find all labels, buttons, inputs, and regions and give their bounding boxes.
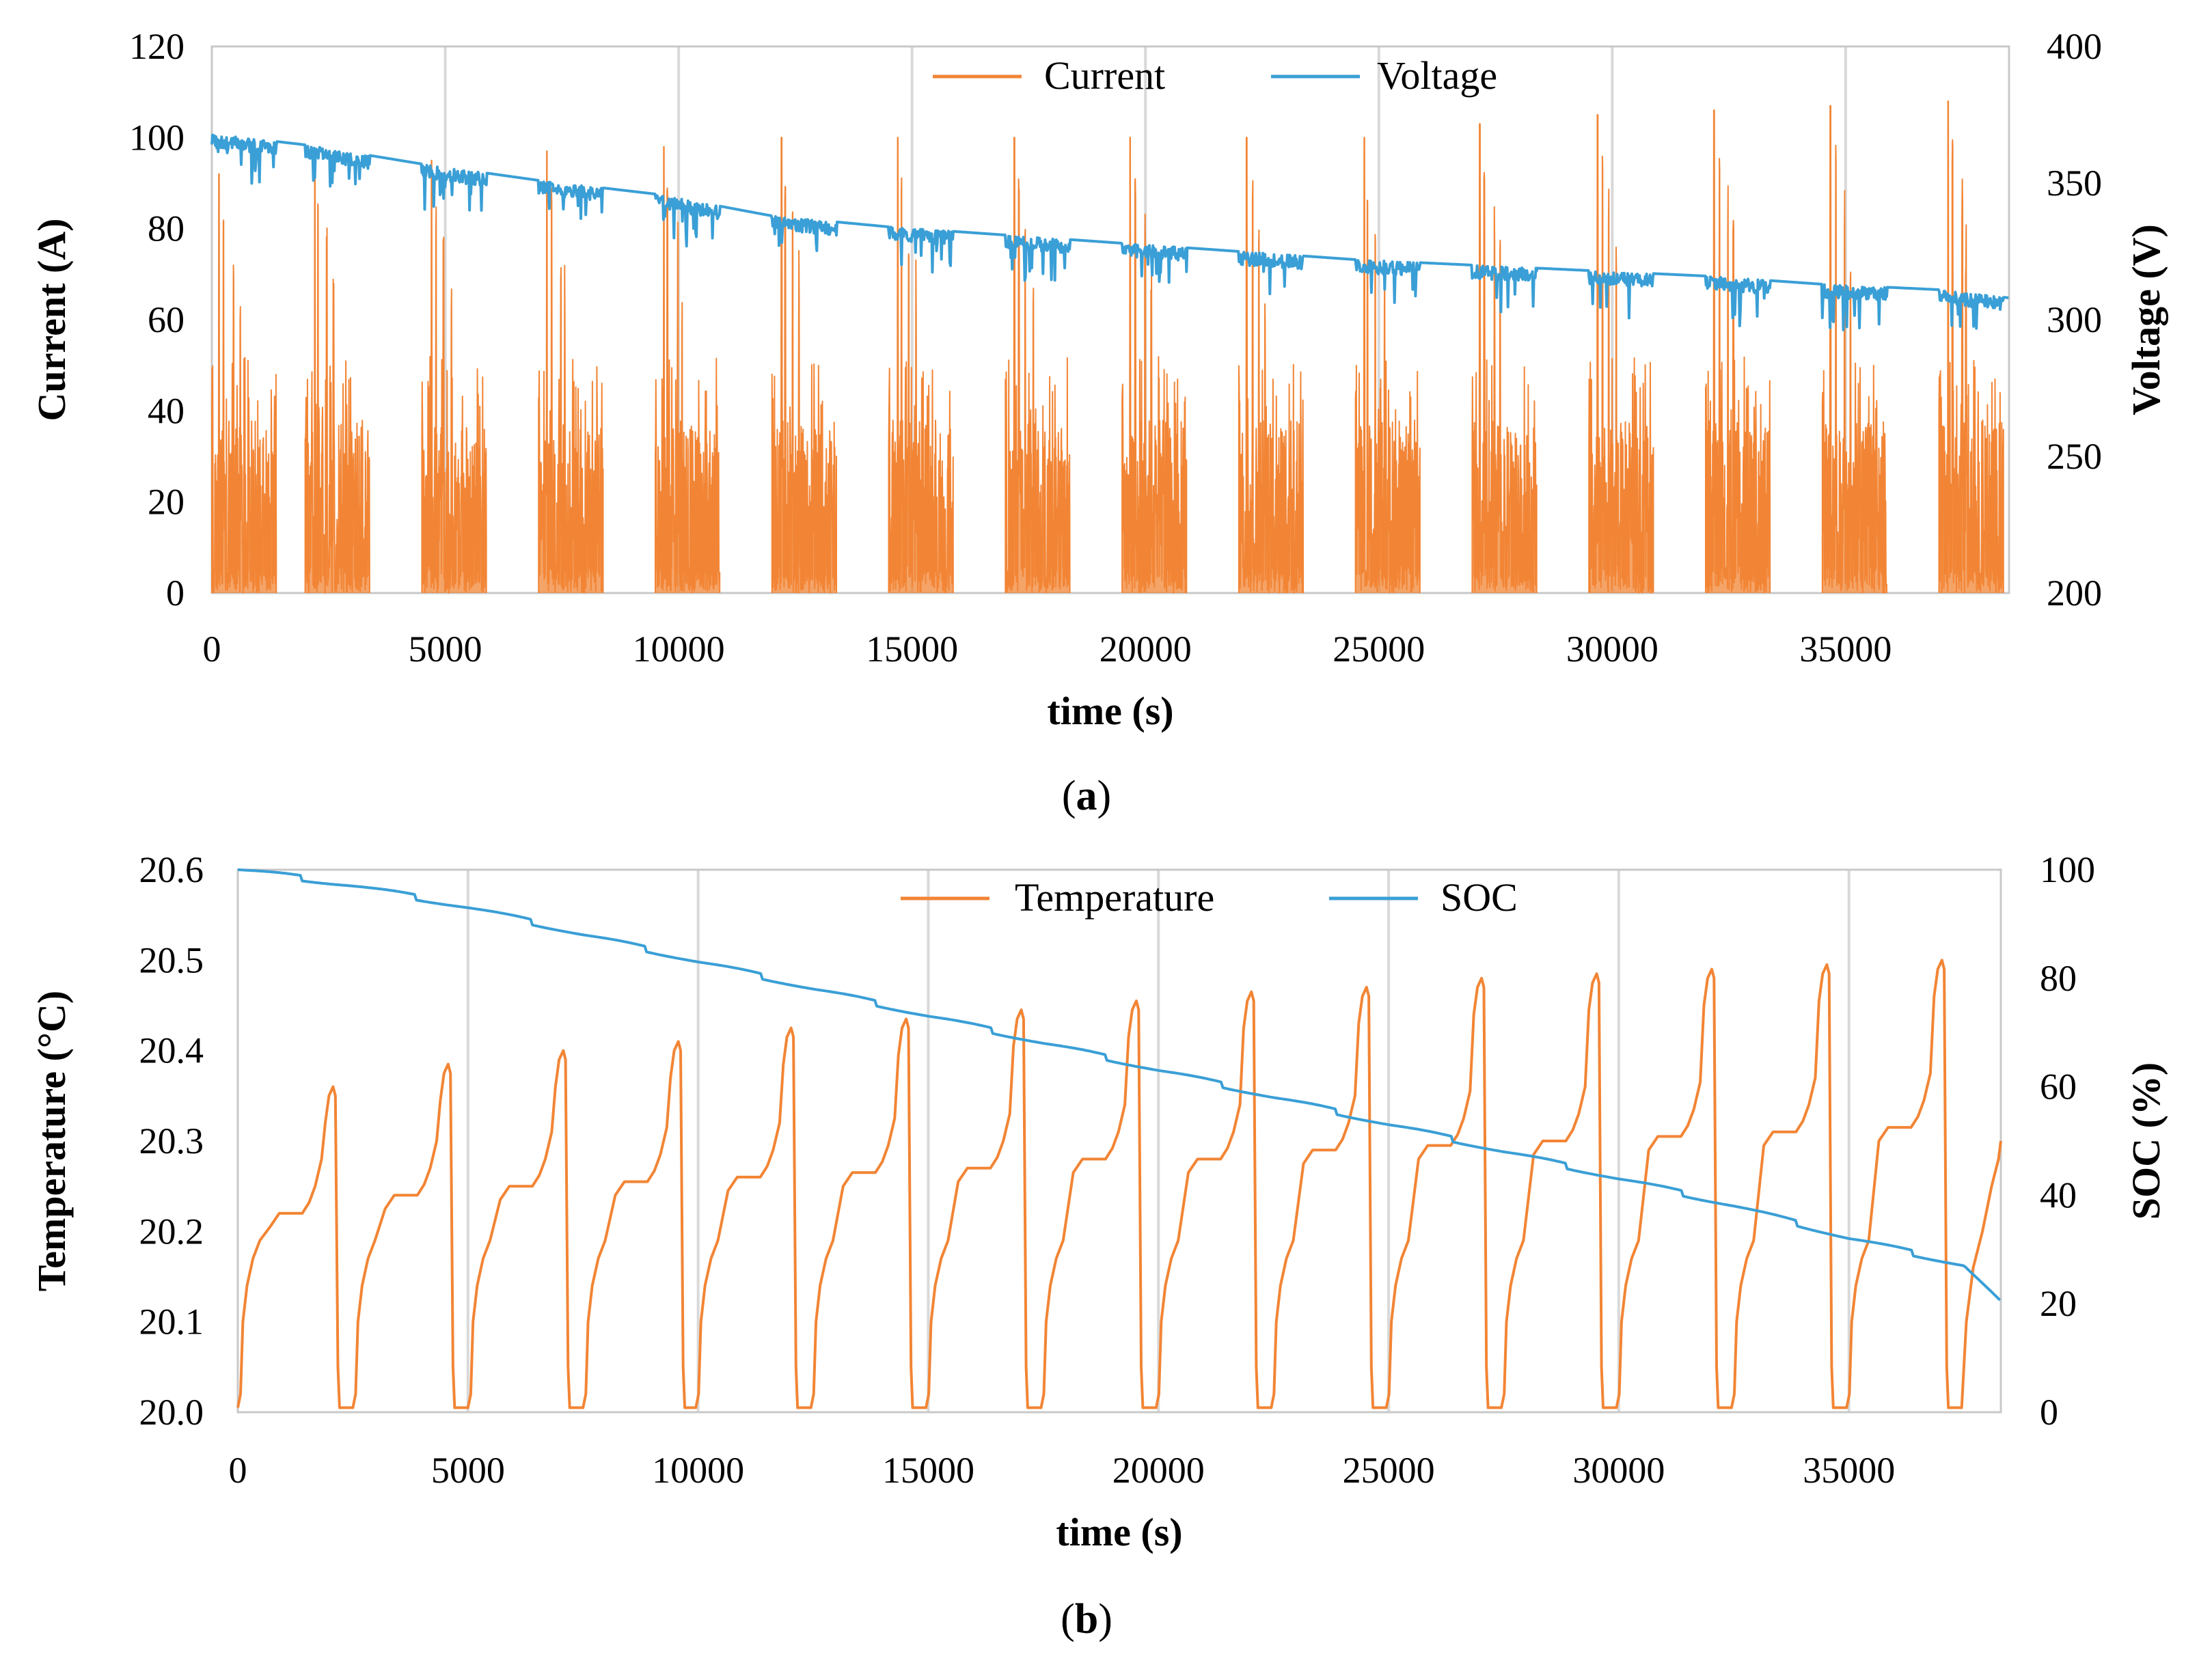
y-left-tick-label: 20.5 — [139, 939, 204, 980]
y-right-tick-label: 300 — [2047, 299, 2102, 340]
y-right-tick-label: 100 — [2040, 849, 2095, 890]
y-left-tick-label: 20 — [148, 482, 185, 523]
panel-caption: (b) — [1061, 1596, 1112, 1642]
x-axis-title: time (s) — [1056, 1510, 1182, 1554]
y-right-tick-label: 60 — [2040, 1067, 2077, 1107]
x-tick-label: 5000 — [431, 1450, 505, 1491]
x-tick-label: 15000 — [882, 1450, 974, 1491]
y-left-tick-label: 0 — [166, 573, 185, 614]
panel-b: 0 5000 10000 15000 20000 25000 30000 35000 20.0 2… — [29, 849, 2168, 1642]
y-left-tick-label: 20.2 — [139, 1211, 204, 1252]
x-tick-label: 0 — [229, 1450, 247, 1491]
x-tick-label: 10000 — [633, 629, 725, 670]
y-left-tick-label: 20.6 — [139, 849, 204, 890]
x-tick-label: 35000 — [1803, 1450, 1895, 1491]
y-left-axis-title: Temperature (°C) — [29, 991, 74, 1291]
y-left-tick-label: 20.4 — [139, 1030, 204, 1071]
x-tick-label: 5000 — [409, 629, 482, 670]
y-left-tick-label: 60 — [148, 299, 185, 340]
panel-caption: (a) — [1062, 773, 1111, 819]
y-right-tick-label: 400 — [2047, 26, 2102, 67]
soc-series — [237, 868, 2002, 1302]
x-tick-label: 30000 — [1566, 629, 1658, 670]
current-series — [211, 100, 2004, 594]
caption-open: ( — [1062, 773, 1076, 819]
caption-close: ) — [1097, 773, 1112, 819]
y-right-tick-label: 40 — [2040, 1174, 2077, 1215]
y-right-tick-label: 350 — [2047, 163, 2102, 204]
caption-close: ) — [1098, 1596, 1112, 1642]
y-right-tick-label: 250 — [2047, 436, 2102, 477]
y-right-tick-label: 20 — [2040, 1283, 2077, 1324]
plot-area — [210, 45, 2010, 594]
x-axis-title: time (s) — [1047, 689, 1173, 733]
y-right-tick-label: 80 — [2040, 958, 2077, 999]
y-right-axis-title: Voltage (V) — [2124, 224, 2168, 415]
x-tick-label: 35000 — [1799, 629, 1892, 670]
x-tick-label: 20000 — [1112, 1450, 1205, 1491]
y-right-axis-title: SOC (%) — [2124, 1062, 2168, 1220]
legend-label: Voltage — [1377, 53, 1497, 98]
y-left-axis-title: Current (A) — [29, 219, 74, 422]
x-tick-label: 10000 — [652, 1450, 744, 1491]
caption-letter: a — [1076, 773, 1097, 819]
y-left-tick-label: 40 — [148, 390, 185, 431]
temperature-series — [236, 959, 2002, 1409]
y-right-tick-label: 0 — [2040, 1392, 2058, 1433]
x-tick-label: 0 — [203, 629, 221, 670]
x-tick-label: 25000 — [1333, 629, 1425, 670]
x-tick-label: 30000 — [1572, 1450, 1665, 1491]
y-left-tick-label: 20.3 — [139, 1120, 204, 1161]
caption-open: ( — [1061, 1596, 1075, 1642]
y-left-tick-label: 20.0 — [139, 1392, 204, 1433]
y-left-tick-label: 100 — [129, 117, 185, 158]
x-tick-label: 15000 — [866, 629, 958, 670]
y-left-tick-label: 80 — [148, 208, 185, 249]
x-tick-label: 20000 — [1100, 629, 1192, 670]
x-tick-label: 25000 — [1343, 1450, 1435, 1491]
caption-letter: b — [1075, 1596, 1098, 1642]
legend-label: Current — [1044, 53, 1165, 98]
y-left-tick-label: 120 — [129, 26, 185, 67]
legend-label: SOC — [1440, 875, 1518, 920]
y-right-tick-label: 200 — [2047, 573, 2102, 614]
panel-a: 0 5000 10000 15000 20000 25000 30000 35000 0 20 40… — [29, 26, 2168, 819]
y-left-tick-label: 20.1 — [139, 1302, 204, 1343]
legend-label: Temperature — [1015, 875, 1214, 920]
voltage-series — [210, 133, 2010, 331]
